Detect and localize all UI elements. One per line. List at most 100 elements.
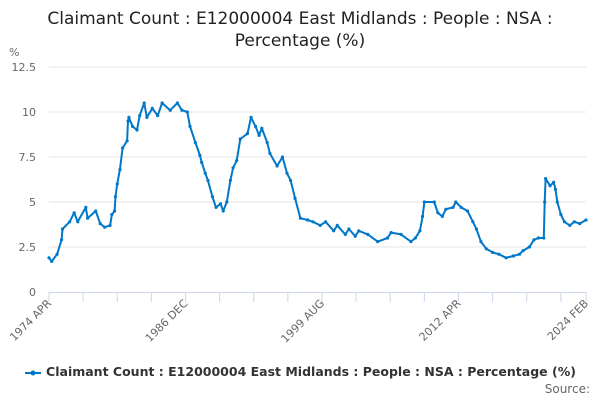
data-point: [440, 214, 444, 218]
data-point: [225, 200, 229, 204]
data-point: [454, 200, 458, 204]
data-point: [568, 223, 572, 227]
data-point: [399, 232, 403, 236]
data-point: [231, 166, 235, 170]
data-point: [413, 236, 417, 240]
data-point: [543, 200, 547, 204]
data-point: [553, 187, 558, 191]
y-axis: 0 2.5 5 7.5 10 12.5: [12, 61, 37, 299]
y-tick-label: 0: [29, 286, 36, 299]
data-point: [185, 110, 189, 114]
data-point: [257, 133, 261, 137]
data-point: [60, 227, 65, 231]
data-point: [311, 220, 315, 224]
data-point: [268, 151, 272, 155]
data-point: [238, 137, 242, 141]
x-tick-label: 1986 DEC: [143, 297, 191, 345]
data-point: [160, 101, 164, 105]
data-point: [275, 164, 279, 168]
y-tick-label: 10: [22, 106, 36, 119]
data-point: [527, 245, 532, 249]
data-point: [126, 119, 130, 123]
data-point: [542, 236, 546, 240]
data-point: [76, 220, 80, 224]
data-point: [536, 236, 541, 240]
data-point: [265, 141, 269, 145]
data-point: [521, 249, 525, 253]
data-point: [203, 171, 207, 175]
data-point: [584, 218, 588, 222]
data-point: [210, 195, 215, 199]
data-point: [298, 216, 303, 220]
data-point: [465, 209, 470, 213]
data-point: [306, 218, 310, 222]
x-tick-label: 2024 FEB: [545, 297, 591, 343]
data-point: [221, 209, 225, 213]
data-point: [335, 223, 339, 227]
data-point: [125, 139, 129, 143]
y-tick-label: 7.5: [19, 151, 37, 164]
data-point: [72, 211, 76, 215]
data-point: [578, 222, 582, 226]
y-tick-label: 12.5: [12, 61, 37, 74]
data-point: [504, 256, 508, 260]
data-point: [376, 240, 380, 244]
data-point: [548, 184, 552, 188]
x-tick-label: 2012 APR: [417, 297, 464, 344]
series-path: [48, 102, 587, 263]
data-point: [94, 209, 98, 213]
data-point: [409, 240, 413, 244]
data-point: [555, 200, 559, 204]
data-point: [444, 207, 448, 211]
data-point: [135, 128, 139, 132]
data-point: [127, 115, 131, 119]
data-point: [193, 141, 197, 145]
data-point: [572, 220, 576, 224]
data-point: [59, 238, 64, 242]
data-point: [436, 211, 440, 215]
data-point: [418, 229, 422, 233]
y-tick-label: 2.5: [19, 241, 37, 254]
data-point: [288, 178, 293, 182]
data-point: [84, 205, 88, 209]
data-point: [130, 124, 135, 128]
data-point: [103, 225, 107, 229]
data-point: [385, 236, 390, 240]
x-tick-label: 1999 AUG: [279, 297, 328, 346]
data-point: [260, 126, 264, 130]
data-point: [543, 177, 548, 181]
data-point: [180, 108, 184, 112]
data-point: [420, 214, 425, 218]
x-tick-label: 1974 APR: [7, 297, 54, 344]
data-point: [55, 252, 59, 256]
data-point: [357, 229, 361, 233]
data-point: [168, 108, 172, 112]
data-point: [432, 200, 436, 204]
data-point: [200, 160, 204, 164]
data-point: [293, 196, 297, 200]
data-point: [343, 232, 347, 236]
data-point: [497, 252, 501, 256]
data-point: [108, 223, 112, 227]
data-point: [511, 254, 515, 258]
data-point: [353, 234, 357, 238]
data-point: [121, 146, 125, 150]
legend-label: Claimant Count : E12000004 East Midlands…: [46, 364, 576, 379]
data-point: [110, 213, 114, 217]
data-point: [491, 250, 495, 254]
data-point: [559, 213, 563, 217]
data-point: [471, 220, 475, 224]
source-label: Source:: [544, 382, 590, 396]
data-point: [484, 247, 488, 251]
data-point: [552, 180, 556, 184]
data-point: [474, 227, 479, 231]
data-point: [347, 227, 351, 231]
data-point: [142, 101, 146, 105]
data-point: [479, 240, 483, 244]
legend-item[interactable]: Claimant Count : E12000004 East Midlands…: [0, 364, 600, 380]
x-axis: 1974 APR 1986 DEC 1999 AUG 2012 APR 2024 FEB: [7, 292, 591, 345]
data-point: [98, 222, 102, 226]
data-point: [118, 168, 122, 172]
data-point: [235, 159, 239, 163]
data-point: [562, 220, 567, 224]
